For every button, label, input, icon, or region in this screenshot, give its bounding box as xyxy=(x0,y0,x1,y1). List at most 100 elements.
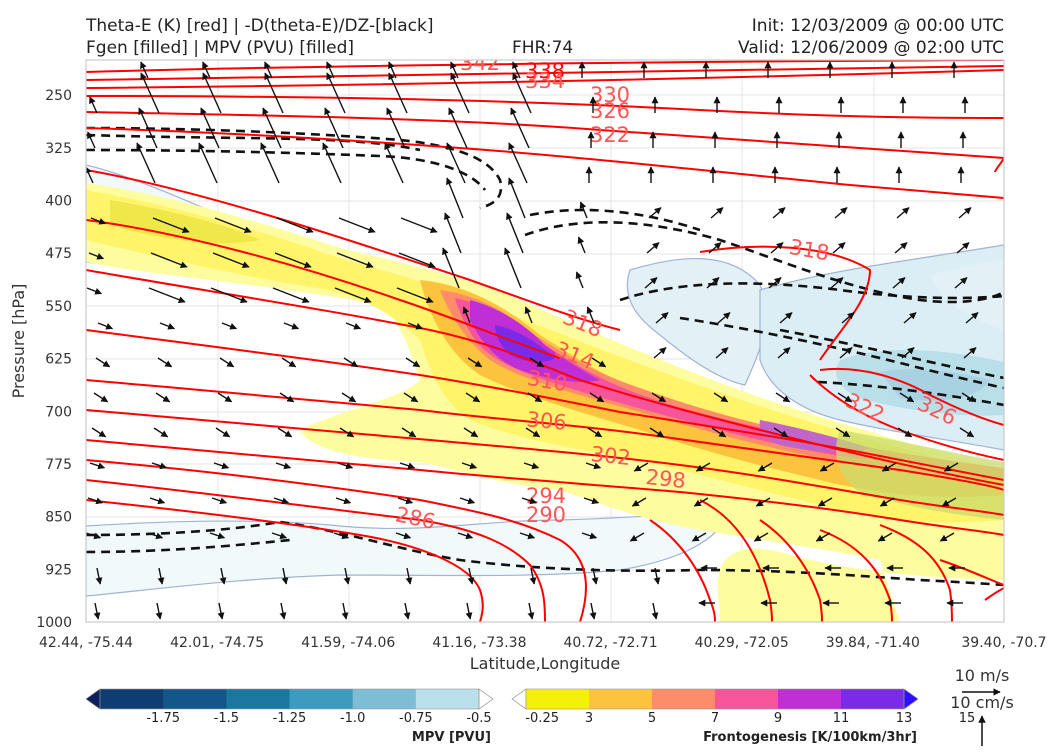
circulation-arrow xyxy=(264,72,284,114)
circulation-arrow xyxy=(397,497,414,505)
circulation-arrow xyxy=(956,242,970,254)
circulation-arrow xyxy=(467,357,483,368)
circulation-arrow xyxy=(711,427,727,438)
colorbar-tick-label: 13 xyxy=(896,711,913,726)
colorbar-tick-label: -1.0 xyxy=(340,711,365,726)
colorbar-swatch xyxy=(415,689,480,709)
x-tick-label: 40.29, -72.05 xyxy=(695,635,789,651)
circulation-arrow xyxy=(527,602,535,620)
circulation-arrow xyxy=(939,532,955,542)
circulation-arrow xyxy=(157,567,165,585)
circulation-arrow xyxy=(149,497,166,505)
circulation-arrow xyxy=(583,497,600,505)
circulation-arrow xyxy=(93,602,101,620)
circulation-arrow xyxy=(89,96,98,114)
colorbar-swatch xyxy=(289,689,354,709)
circulation-arrow xyxy=(405,567,413,585)
circulation-arrow xyxy=(649,427,665,438)
circulation-arrow xyxy=(221,322,238,330)
colorbar-swatch xyxy=(352,689,417,709)
wind-scale-vertical: 10 cm/s xyxy=(950,693,1014,712)
circulation-arrow xyxy=(275,462,292,470)
x-tick-label: 42.01, -74.75 xyxy=(170,635,264,651)
circulation-arrow xyxy=(834,207,848,219)
circulation-arrow xyxy=(86,166,94,184)
colorbar-swatch xyxy=(478,688,494,710)
circulation-arrow xyxy=(283,322,300,330)
circulation-arrow xyxy=(202,61,211,79)
circulation-arrow xyxy=(772,207,786,219)
colorbar-tick-label: -1.25 xyxy=(273,711,307,726)
circulation-arrow xyxy=(524,306,533,324)
circulation-arrow xyxy=(954,277,968,289)
contour-label-330: 330 xyxy=(590,83,630,107)
circulation-arrow xyxy=(768,277,782,289)
circulation-arrow xyxy=(339,427,355,438)
y-tick-label: 700 xyxy=(45,404,72,420)
circulation-arrow xyxy=(345,322,362,330)
circulation-arrow xyxy=(403,602,411,620)
wind-scale-horizontal: 10 m/s xyxy=(955,666,1010,685)
circulation-arrow xyxy=(214,217,252,233)
circulation-arrow xyxy=(877,532,893,542)
y-tick-label: 400 xyxy=(45,194,72,210)
circulation-arrow xyxy=(708,242,722,254)
circulation-arrow xyxy=(655,312,669,324)
circulation-arrow xyxy=(529,357,545,368)
circulation-arrow xyxy=(209,532,226,540)
colorbar-swatch xyxy=(589,689,653,709)
frontogenesis-colorbar-title: Frontogenesis [K/100km/3hr] xyxy=(703,730,917,745)
circulation-arrow xyxy=(335,497,352,505)
circulation-arrow xyxy=(837,392,853,403)
circulation-arrow xyxy=(159,322,176,330)
colorbar-swatch xyxy=(163,689,227,709)
circulation-arrow xyxy=(695,462,711,472)
circulation-arrow xyxy=(901,347,915,359)
x-tick-label: 39.40, -70.7 xyxy=(961,635,1046,651)
circulation-arrow xyxy=(894,242,908,254)
circulation-arrow xyxy=(879,497,895,507)
y-axis-label: Pressure [hPa] xyxy=(9,284,28,399)
circulation-arrow xyxy=(963,347,977,359)
circulation-arrow xyxy=(504,247,522,289)
circulation-arrow xyxy=(467,567,475,585)
circulation-arrow xyxy=(644,277,658,289)
circulation-arrow xyxy=(446,177,464,219)
circulation-arrow xyxy=(217,392,233,403)
circulation-arrow xyxy=(153,427,169,438)
x-tick-label: 39.84, -71.40 xyxy=(826,635,920,651)
circulation-arrow xyxy=(324,107,344,149)
title-line-2: Fgen [filled] | MPV (PVU) [filled] xyxy=(86,38,354,58)
circulation-arrow xyxy=(757,462,773,472)
circulation-arrow xyxy=(519,532,536,540)
colorbar-swatch xyxy=(100,689,164,709)
circulation-arrow xyxy=(462,306,471,324)
circulation-arrow xyxy=(508,142,528,184)
circulation-arrow xyxy=(281,357,297,368)
circulation-arrow xyxy=(450,72,470,114)
mpv-colorbar-title: MPV [PVU] xyxy=(412,730,491,745)
circulation-arrow xyxy=(213,462,230,470)
circulation-arrow xyxy=(400,217,438,233)
circulation-arrow xyxy=(653,567,661,585)
circulation-arrow xyxy=(881,462,897,472)
frontogenesis-colorbar: 3 5 7 9 11 13 15 xyxy=(511,688,975,726)
colorbar-swatch xyxy=(526,689,590,709)
circulation-arrow xyxy=(86,287,103,295)
circulation-arrow xyxy=(710,207,724,219)
circulation-arrow xyxy=(140,72,160,114)
x-tick-label: 41.59, -74.06 xyxy=(301,635,395,651)
contour-label-334: 334 xyxy=(525,69,565,93)
circulation-arrow xyxy=(442,247,460,289)
x-tick-label: 41.16, -73.38 xyxy=(432,635,526,651)
circulation-arrow xyxy=(651,602,659,620)
colorbar-swatch xyxy=(226,689,290,709)
circulation-arrow xyxy=(651,392,667,403)
contour-label-326: 326 xyxy=(590,99,630,123)
circulation-arrow xyxy=(450,61,459,79)
contour-label-298: 298 xyxy=(645,465,687,493)
circulation-arrow xyxy=(943,462,959,472)
circulation-arrow xyxy=(334,287,372,303)
circulation-arrow xyxy=(147,532,164,540)
circulation-arrow xyxy=(897,427,913,438)
